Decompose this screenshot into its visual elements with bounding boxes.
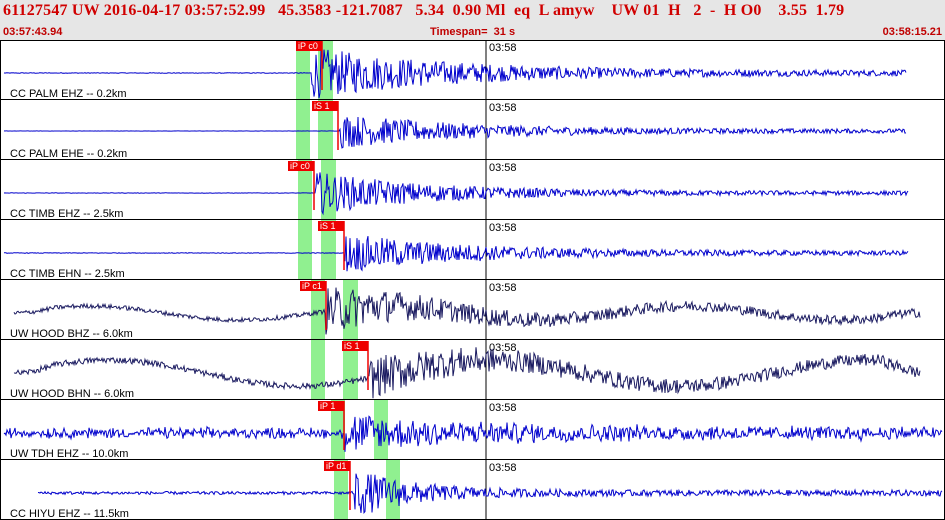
pick-flag — [288, 161, 314, 171]
channel-panel[interactable]: 03:58 iP 1 UW TDH EHZ -- 10.0km — [0, 400, 945, 460]
pick-window — [311, 340, 325, 400]
channel-panel[interactable]: 03:58 iS 1 CC TIMB EHN -- 2.5km — [0, 220, 945, 280]
pick-label: iS 1 — [320, 221, 336, 231]
channel-label: CC PALM EHE -- 0.2km — [10, 148, 127, 160]
pick-window — [298, 160, 312, 220]
channel-label: CC TIMB EHZ -- 2.5km — [10, 208, 123, 220]
channel-label: CC HIYU EHZ -- 11.5km — [10, 508, 129, 520]
phase-pick-marker[interactable]: iS 1 — [312, 101, 339, 150]
channel-label: UW HOOD BHZ -- 6.0km — [10, 328, 133, 340]
waveform-panels[interactable]: 03:58 iP c0 CC PALM EHZ -- 0.2km 03:58 iS 1 C… — [0, 40, 945, 520]
phase-pick-marker[interactable]: iS 1 — [318, 221, 345, 270]
minute-label: 03:58 — [489, 42, 517, 54]
pick-window — [343, 340, 358, 400]
phase-pick-marker[interactable]: iP c1 — [300, 281, 327, 330]
event-header: 61127547 UW 2016-04-17 03:57:52.99 45.35… — [0, 0, 945, 40]
pick-label: iP c0 — [290, 161, 310, 171]
pick-window — [296, 40, 310, 100]
minute-label: 03:58 — [489, 462, 517, 474]
minute-label: 03:58 — [489, 282, 517, 294]
pick-flag — [300, 281, 326, 291]
pick-window — [321, 160, 336, 220]
pick-window — [311, 280, 325, 340]
seismogram-trace — [3, 415, 943, 452]
channel-label: UW HOOD BHN -- 6.0km — [10, 388, 134, 400]
channel-label: CC PALM EHZ -- 0.2km — [10, 88, 127, 100]
pick-label: iP 1 — [320, 401, 335, 411]
pick-window — [331, 400, 345, 460]
channel-panel[interactable]: 03:58 iS 1 UW HOOD BHN -- 6.0km — [0, 340, 945, 400]
phase-pick-marker[interactable]: iP 1 — [318, 401, 345, 450]
pick-flag — [324, 461, 350, 471]
pick-window — [374, 400, 388, 460]
channel-panel[interactable]: 03:58 iP c0 CC PALM EHZ -- 0.2km — [0, 40, 945, 100]
phase-pick-marker[interactable]: iP c0 — [288, 161, 315, 210]
seismogram-trace — [37, 473, 943, 514]
pick-label: iP c1 — [302, 281, 322, 291]
channel-panel[interactable]: 03:58 iP c0 CC TIMB EHZ -- 2.5km — [0, 160, 945, 220]
event-summary: 61127547 UW 2016-04-17 03:57:52.99 45.35… — [3, 2, 845, 19]
pick-window — [334, 460, 348, 520]
minute-label: 03:58 — [489, 222, 517, 234]
start-time: 03:57:43.94 — [3, 26, 63, 38]
channel-panel[interactable]: 03:58 iP d1 CC HIYU EHZ -- 11.5km — [0, 460, 945, 520]
pick-window — [343, 280, 358, 340]
phase-pick-marker[interactable]: iP d1 — [324, 461, 351, 510]
pick-flag — [318, 221, 344, 231]
pick-flag — [296, 41, 322, 51]
seismogram-trace — [13, 287, 921, 335]
pick-label: iS 1 — [344, 341, 360, 351]
phase-pick-marker[interactable]: iP c0 — [296, 41, 323, 90]
pick-window — [298, 220, 312, 280]
end-time: 03:58:15.21 — [882, 26, 942, 38]
seismogram-trace — [3, 116, 907, 149]
channel-panel[interactable]: 03:58 iP c1 UW HOOD BHZ -- 6.0km — [0, 280, 945, 340]
seismogram-trace — [3, 48, 907, 99]
pick-window — [296, 100, 310, 160]
pick-window — [318, 100, 333, 160]
seismogram-trace — [3, 235, 909, 272]
pick-label: iP c0 — [298, 41, 318, 51]
pick-label: iP d1 — [326, 461, 346, 471]
timespan-label: Timespan= 31 s — [430, 26, 516, 38]
channel-label: CC TIMB EHN -- 2.5km — [10, 268, 125, 280]
minute-label: 03:58 — [489, 402, 517, 414]
minute-label: 03:58 — [489, 162, 517, 174]
pick-window — [321, 220, 336, 280]
channel-label: UW TDH EHZ -- 10.0km — [10, 448, 128, 460]
minute-label: 03:58 — [489, 342, 517, 354]
seismogram-trace — [3, 172, 909, 216]
pick-flag — [342, 341, 368, 351]
seismogram-trace — [13, 347, 921, 399]
channel-panel[interactable]: 03:58 iS 1 CC PALM EHE -- 0.2km — [0, 100, 945, 160]
minute-label: 03:58 — [489, 102, 517, 114]
pick-flag — [312, 101, 338, 111]
pick-label: iS 1 — [314, 101, 330, 111]
phase-pick-marker[interactable]: iS 1 — [342, 341, 369, 390]
pick-flag — [318, 401, 344, 411]
